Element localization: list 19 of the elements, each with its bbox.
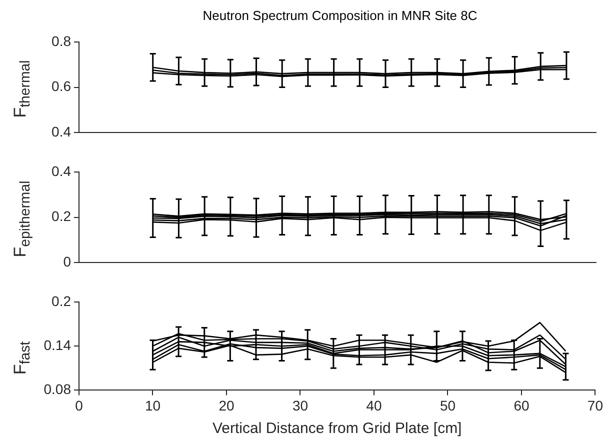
x-tick-label: 0 xyxy=(75,397,84,414)
y-tick-label: 0.2 xyxy=(52,292,72,309)
x-tick-label: 30 xyxy=(292,397,308,414)
x-axis-title: Vertical Distance from Grid Plate [cm] xyxy=(212,420,462,438)
y-tick-label: 0.6 xyxy=(52,78,72,94)
x-tick-label: 50 xyxy=(440,397,456,414)
x-tick-label: 20 xyxy=(218,397,234,414)
y-tick-label: 0.8 xyxy=(52,32,72,49)
y-tick-label: 0 xyxy=(63,253,72,270)
y-tick-label: 0.4 xyxy=(52,162,72,179)
x-tick-label: 40 xyxy=(366,397,382,414)
chart-title: Neutron Spectrum Composition in MNR Site 8C xyxy=(202,8,478,23)
x-tick-label: 10 xyxy=(144,397,161,414)
y-tick-label: 0.08 xyxy=(44,381,72,398)
y-tick-label: 0.14 xyxy=(44,336,72,353)
x-tick-label: 70 xyxy=(587,397,604,414)
y-tick-label: 0.2 xyxy=(52,208,72,224)
x-tick-label: 60 xyxy=(514,397,530,414)
y-tick-label: 0.4 xyxy=(52,123,72,140)
